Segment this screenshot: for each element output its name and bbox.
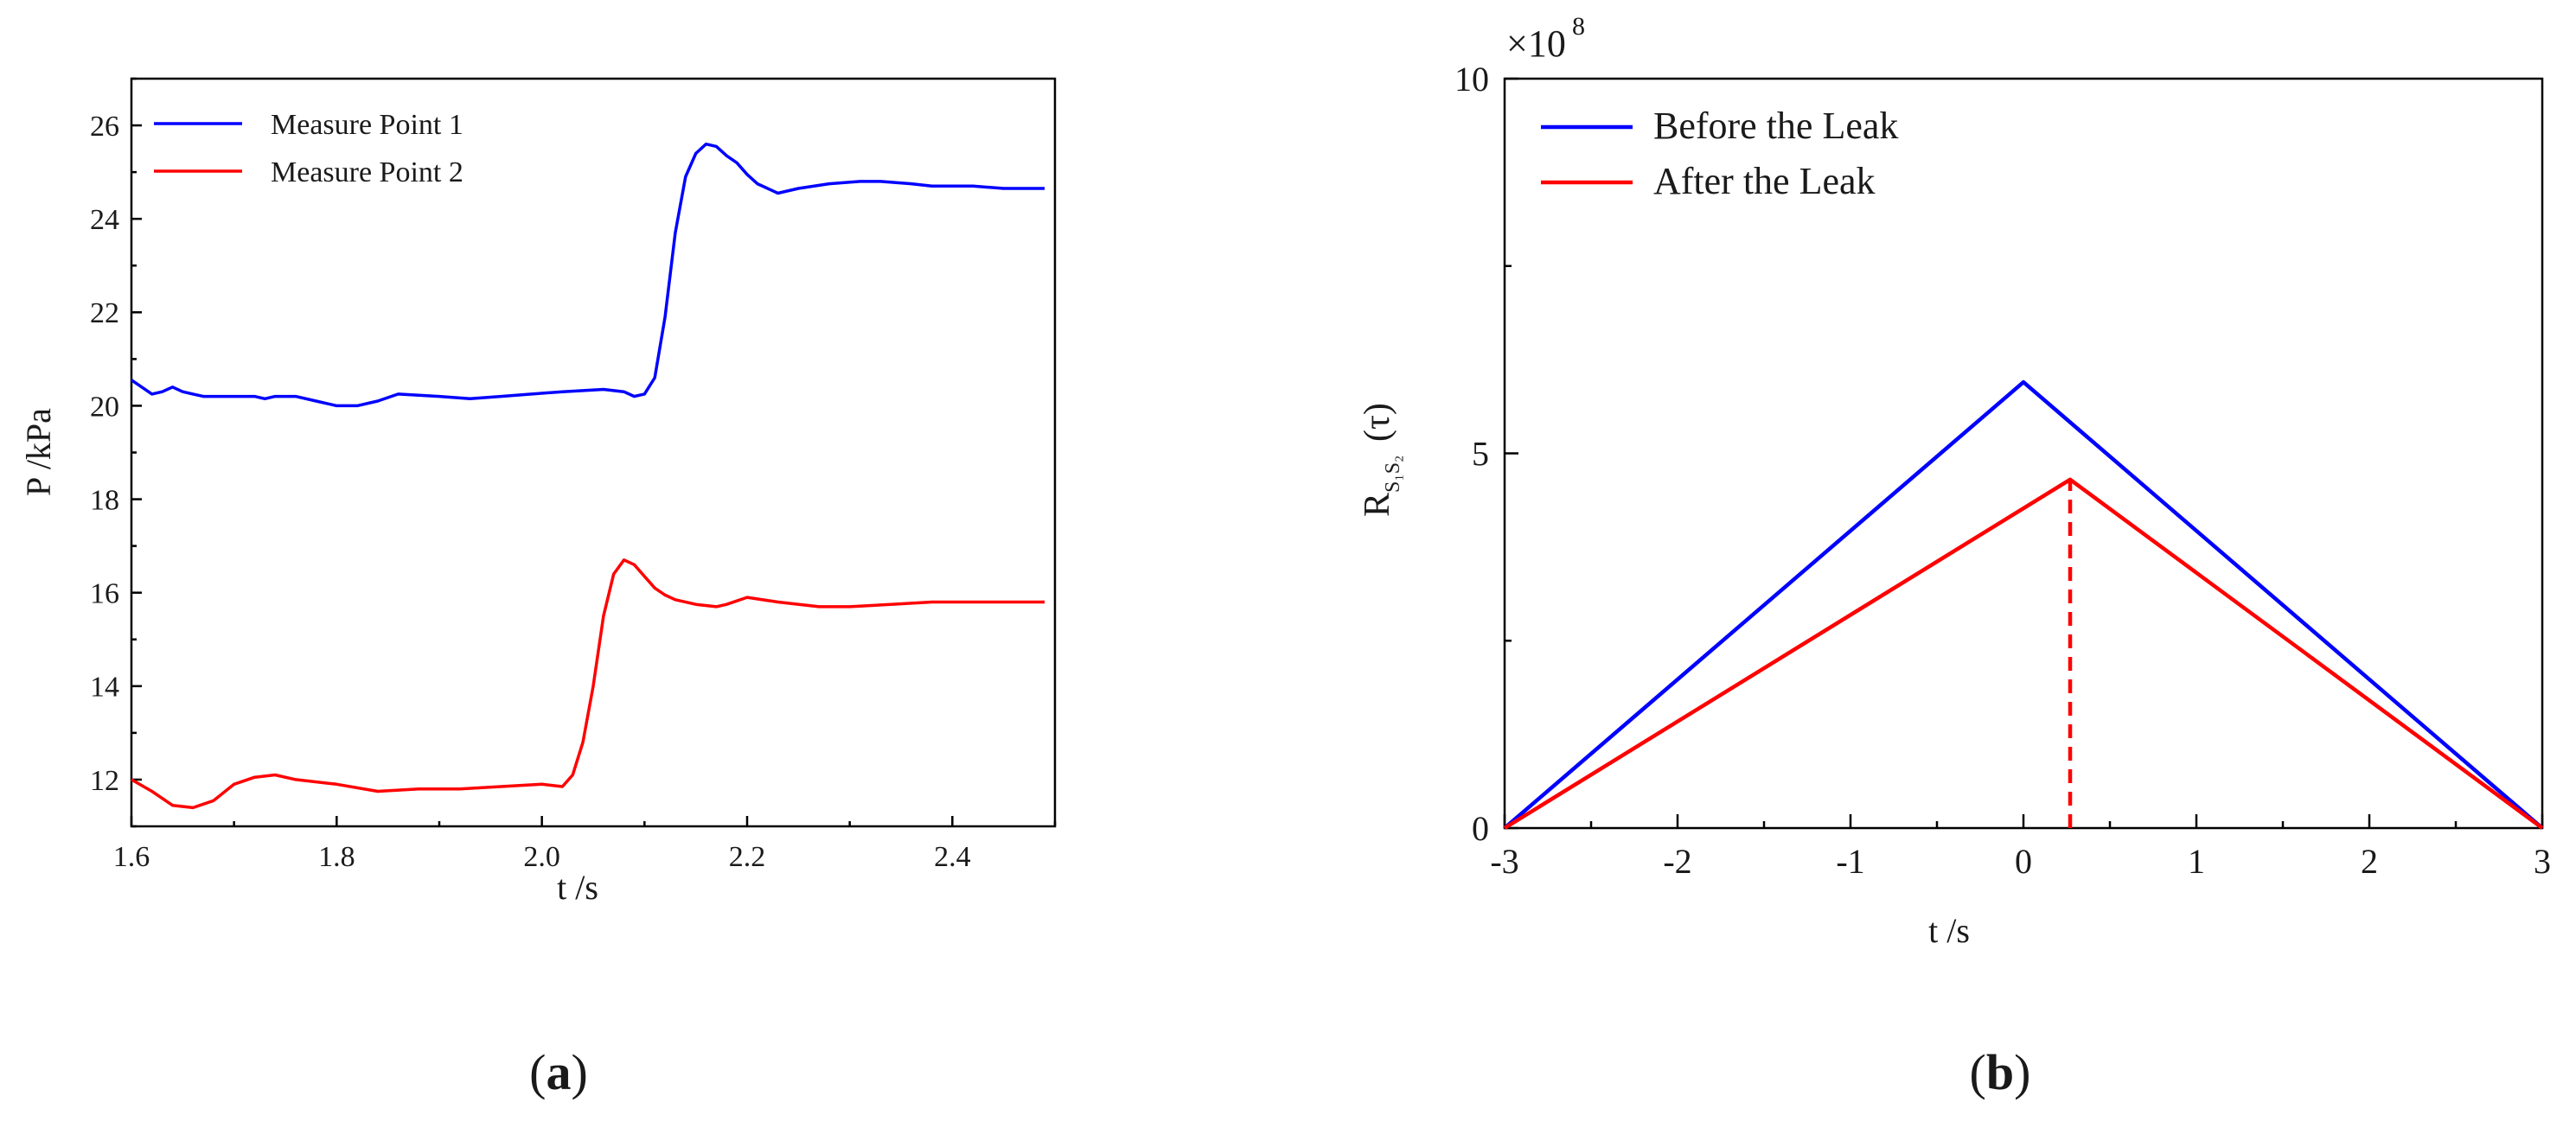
legend-label-before-the-leak: Before the Leak — [1653, 105, 1898, 147]
legend-b: Before the Leak After the Leak — [1541, 105, 1898, 202]
axis-ticks-b — [1503, 77, 2544, 830]
caption-b-letter: b — [1986, 1044, 2014, 1100]
x-tick-label: 2.2 — [729, 841, 766, 873]
caption-b-open: ( — [1970, 1044, 1986, 1100]
x-tick-label: 1 — [2188, 842, 2205, 881]
chart-panel-a: 1.6 1.8 2.0 2.2 2.4 12 14 16 18 20 22 24 26 Measure … — [19, 77, 1057, 907]
series-line-measure-point-2 — [131, 558, 1045, 810]
series-lines-a — [131, 142, 1045, 810]
caption-b: (b) — [1970, 1044, 2031, 1100]
x-tick-label: -2 — [1663, 842, 1691, 881]
x-axis-title-b: t /s — [1928, 911, 1970, 950]
x-tick-label: 1.6 — [113, 841, 150, 873]
series-line-before-the-leak — [1503, 379, 2544, 830]
caption-b-close: ) — [2014, 1044, 2030, 1100]
y-multiplier-exponent: 8 — [1572, 12, 1585, 41]
legend-a: Measure Point 1 Measure Point 2 — [154, 109, 463, 188]
y-tick-label: 16 — [90, 578, 119, 610]
y-tick-label: 24 — [90, 204, 119, 236]
y-tick-label: 0 — [1472, 809, 1489, 848]
y-tick-label: 26 — [90, 111, 119, 143]
y-tick-label: 12 — [90, 765, 119, 797]
series-line-after-the-leak — [1503, 477, 2544, 830]
y-axis-title-b-main: R — [1358, 493, 1397, 517]
x-tick-label: -3 — [1490, 842, 1518, 881]
x-axis-title-a: t /s — [557, 868, 598, 907]
series-line-measure-point-1 — [131, 142, 1045, 408]
y-axis-title-b-suffix: (τ) — [1358, 403, 1397, 442]
caption-a-letter: a — [547, 1044, 572, 1100]
chart-panel-b: -3 -2 -1 0 1 2 3 0 5 10 Before the Leak After the… — [1358, 12, 2551, 950]
y-tick-label: 18 — [90, 484, 119, 516]
y-tick-label: 22 — [90, 297, 119, 329]
tick-labels-b: -3 -2 -1 0 1 2 3 0 5 10 — [1454, 60, 2551, 881]
x-tick-label: 2.0 — [523, 841, 560, 873]
caption-a-open: ( — [529, 1044, 546, 1100]
x-tick-label: 3 — [2534, 842, 2551, 881]
axis-ticks-a — [130, 77, 1057, 828]
y-tick-label: 5 — [1472, 435, 1489, 474]
tick-labels-a: 1.6 1.8 2.0 2.2 2.4 12 14 16 18 20 22 24 26 — [90, 111, 971, 873]
x-tick-label: 2 — [2361, 842, 2378, 881]
legend-label-measure-point-2: Measure Point 2 — [271, 156, 463, 188]
legend-label-after-the-leak: After the Leak — [1653, 160, 1876, 202]
y-tick-label: 10 — [1454, 60, 1489, 99]
y-axis-title-a: P /kPa — [19, 408, 58, 496]
caption-a: (a) — [529, 1044, 588, 1100]
y-axis-title-b: R S₁S₂ (τ) — [1358, 403, 1404, 517]
x-tick-label: -1 — [1836, 842, 1864, 881]
y-multiplier-b: ×10 8 — [1506, 12, 1585, 65]
y-axis-title-b-subscript: S₁S₂ — [1382, 456, 1404, 493]
x-tick-label: 0 — [2015, 842, 2032, 881]
caption-a-close: ) — [572, 1044, 588, 1100]
legend-label-measure-point-1: Measure Point 1 — [271, 109, 463, 141]
x-tick-label: 2.4 — [934, 841, 971, 873]
series-lines-b — [1503, 379, 2544, 830]
y-multiplier-base: ×10 — [1506, 22, 1566, 65]
x-tick-label: 1.8 — [318, 841, 355, 873]
y-tick-label: 20 — [90, 391, 119, 423]
y-tick-label: 14 — [90, 672, 119, 704]
